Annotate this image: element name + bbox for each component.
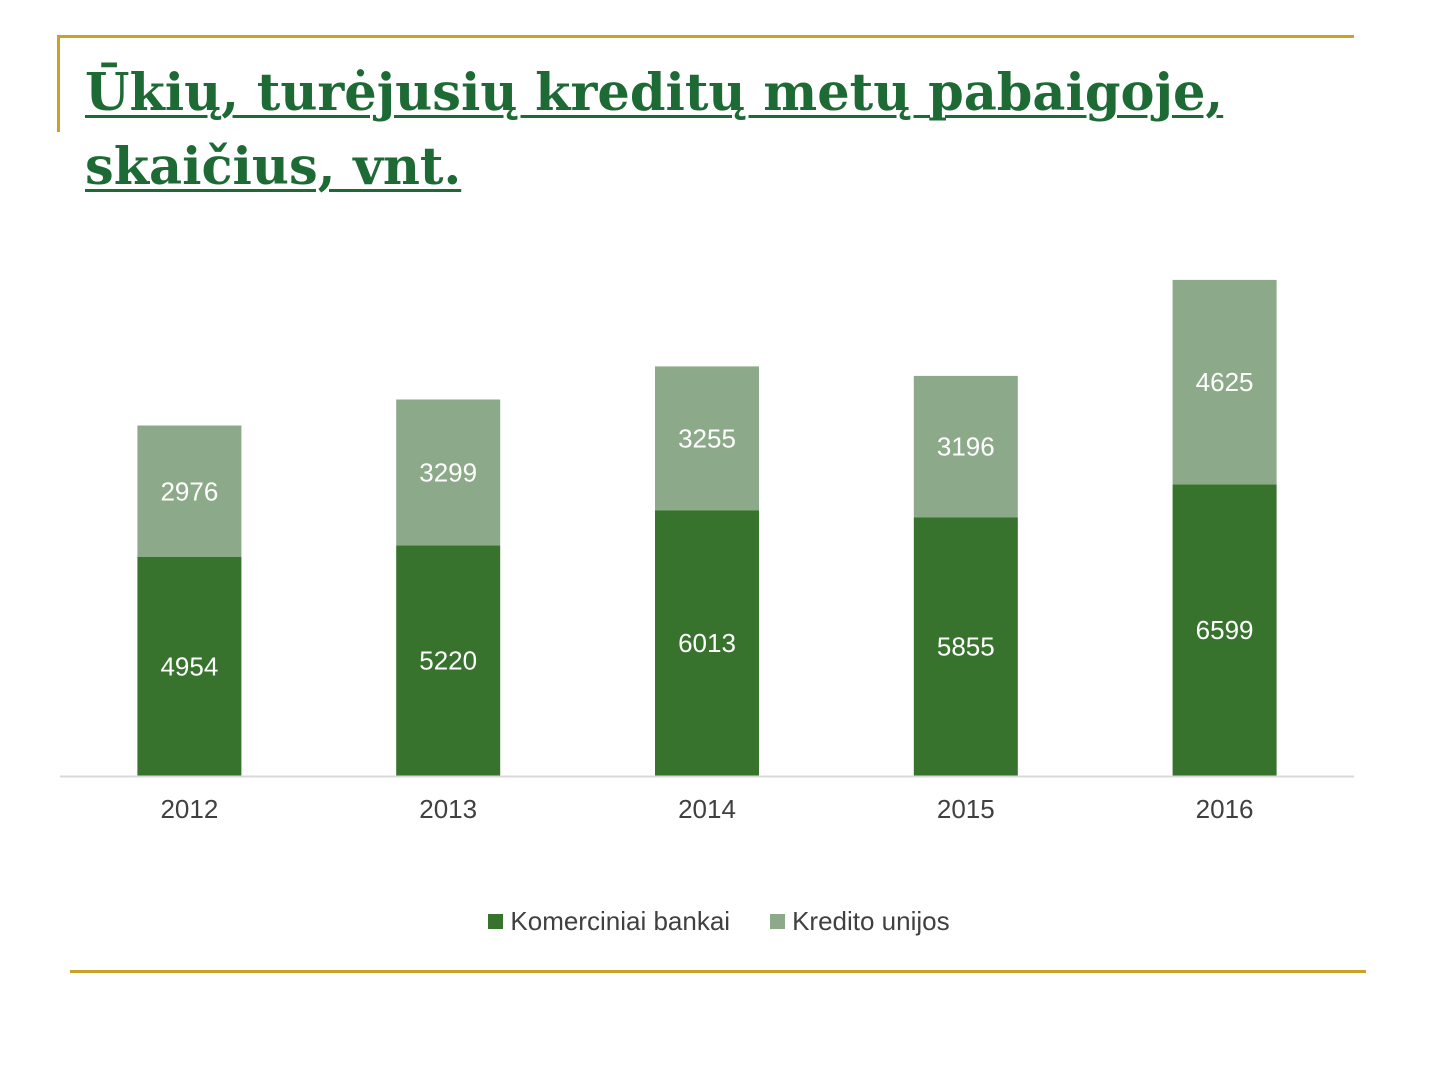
- data-label-banks-2013: 5220: [419, 646, 477, 676]
- data-label-banks-2016: 6599: [1196, 615, 1254, 645]
- data-label-credit-unions-2016: 4625: [1196, 367, 1254, 397]
- bar-banks-2014: [655, 510, 759, 776]
- x-tick-label-2014: 2014: [678, 794, 736, 824]
- data-label-credit-unions-2012: 2976: [160, 476, 218, 506]
- x-tick-label-2012: 2012: [160, 794, 218, 824]
- slide-title: Ūkių, turėjusių kreditų metų pabaigoje, …: [85, 56, 1285, 204]
- title-line-2: skaičius, vnt.: [85, 137, 462, 197]
- top-accent-line: [57, 35, 1354, 38]
- legend-label-banks: Komerciniai bankai: [510, 906, 731, 936]
- bar-banks-2013: [396, 545, 501, 776]
- bar-banks-2015: [913, 517, 1018, 776]
- x-tick-label-2015: 2015: [937, 794, 995, 824]
- chart-legend: Komerciniai bankai Kredito unijos: [0, 906, 1438, 937]
- bar-credit-unions-2015: [913, 375, 1018, 518]
- left-accent-line: [57, 35, 60, 132]
- data-label-credit-unions-2013: 3299: [419, 457, 477, 487]
- data-label-credit-unions-2014: 3255: [678, 423, 736, 453]
- bar-banks-2012: [137, 557, 242, 776]
- bar-credit-unions-2016: [1172, 279, 1277, 485]
- data-label-banks-2012: 4954: [160, 652, 218, 682]
- legend-swatch-banks: [488, 914, 504, 929]
- bar-credit-unions-2014: [655, 366, 759, 511]
- legend-swatch-credit-unions: [770, 914, 786, 929]
- title-line-1: Ūkių, turėjusių kreditų metų pabaigoje,: [85, 63, 1224, 123]
- data-label-credit-unions-2015: 3196: [937, 432, 995, 462]
- data-label-banks-2015: 5855: [937, 632, 995, 662]
- bar-credit-unions-2012: [137, 425, 242, 557]
- bottom-accent-line: [70, 970, 1366, 973]
- bar-credit-unions-2013: [396, 399, 501, 546]
- stacked-bar-chart: 4954 2976 2012 5220 3299 2013 6013 3255 2014 5855…: [60, 279, 1354, 824]
- legend-label-credit-unions: Kredito unijos: [792, 906, 950, 936]
- x-tick-label-2013: 2013: [419, 794, 477, 824]
- x-tick-label-2016: 2016: [1196, 794, 1254, 824]
- bar-banks-2016: [1172, 484, 1277, 776]
- legend-item-credit-unions: Kredito unijos: [770, 906, 950, 937]
- data-label-banks-2014: 6013: [678, 628, 736, 658]
- legend-item-banks: Komerciniai bankai: [488, 906, 730, 937]
